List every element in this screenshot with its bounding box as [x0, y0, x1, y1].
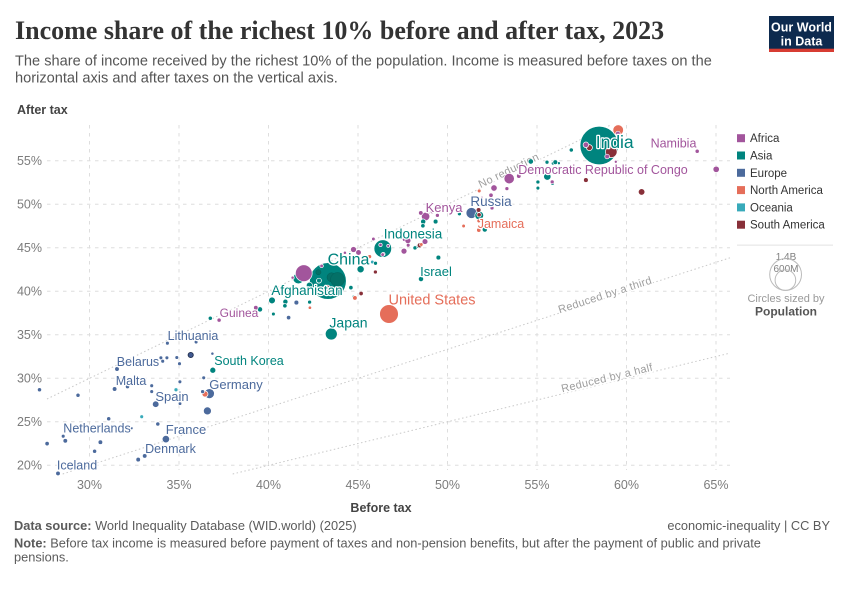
- svg-text:Israel: Israel: [420, 264, 452, 279]
- svg-text:Democratic Republic of Congo: Democratic Republic of Congo: [518, 163, 688, 177]
- svg-text:South America: South America: [750, 220, 825, 232]
- svg-text:horizontal axis and after taxe: horizontal axis and after taxes on the v…: [15, 71, 338, 87]
- svg-text:Russia: Russia: [470, 194, 512, 209]
- svg-text:Malta: Malta: [116, 374, 147, 388]
- svg-text:30%: 30%: [77, 478, 102, 492]
- svg-text:Indonesia: Indonesia: [384, 227, 443, 242]
- svg-text:Netherlands: Netherlands: [63, 422, 130, 436]
- svg-text:Our World: Our World: [771, 21, 832, 35]
- svg-text:Europe: Europe: [750, 168, 787, 180]
- svg-text:economic-inequality | CC BY: economic-inequality | CC BY: [667, 518, 830, 533]
- svg-text:55%: 55%: [17, 154, 42, 168]
- svg-text:Kenya: Kenya: [426, 200, 464, 215]
- svg-text:Japan: Japan: [329, 315, 367, 331]
- svg-text:35%: 35%: [17, 328, 42, 342]
- svg-text:50%: 50%: [435, 478, 460, 492]
- svg-text:Belarus: Belarus: [117, 355, 159, 369]
- svg-text:After tax: After tax: [17, 103, 68, 117]
- svg-text:Note: Before tax income is mea: Note: Before tax income is measured befo…: [14, 536, 761, 551]
- svg-text:25%: 25%: [17, 415, 42, 429]
- svg-text:Income share of the richest 10: Income share of the richest 10% before a…: [15, 16, 664, 45]
- svg-text:Namibia: Namibia: [651, 137, 697, 151]
- svg-text:40%: 40%: [17, 285, 42, 299]
- svg-text:Africa: Africa: [750, 133, 780, 145]
- svg-text:Population: Population: [755, 305, 817, 319]
- svg-text:United States: United States: [388, 293, 475, 309]
- svg-text:Guinea: Guinea: [220, 306, 259, 320]
- svg-text:North America: North America: [750, 185, 823, 197]
- svg-text:in Data: in Data: [781, 35, 824, 49]
- svg-text:Afghanistan: Afghanistan: [271, 283, 342, 298]
- svg-text:France: France: [166, 422, 206, 437]
- svg-text:The share of income received b: The share of income received by the rich…: [15, 54, 712, 70]
- svg-text:45%: 45%: [345, 478, 370, 492]
- svg-text:50%: 50%: [17, 198, 42, 212]
- svg-text:Before tax: Before tax: [350, 501, 411, 515]
- svg-text:30%: 30%: [17, 372, 42, 386]
- svg-text:Jamaica: Jamaica: [478, 217, 525, 231]
- svg-text:45%: 45%: [17, 241, 42, 255]
- svg-text:Lithuania: Lithuania: [168, 329, 219, 343]
- svg-text:Germany: Germany: [209, 377, 263, 392]
- svg-text:1.4B: 1.4B: [776, 252, 797, 263]
- svg-text:65%: 65%: [703, 478, 728, 492]
- svg-text:40%: 40%: [256, 478, 281, 492]
- svg-text:India: India: [596, 132, 634, 152]
- svg-text:20%: 20%: [17, 459, 42, 473]
- svg-text:Asia: Asia: [750, 151, 773, 163]
- svg-text:35%: 35%: [166, 478, 191, 492]
- svg-text:55%: 55%: [524, 478, 549, 492]
- svg-text:pensions.: pensions.: [14, 550, 69, 565]
- svg-text:Oceania: Oceania: [750, 202, 793, 214]
- svg-text:South Korea: South Korea: [214, 354, 284, 368]
- svg-text:60%: 60%: [614, 478, 639, 492]
- svg-text:Denmark: Denmark: [145, 442, 196, 456]
- svg-text:Iceland: Iceland: [57, 459, 97, 473]
- svg-text:China: China: [328, 252, 370, 269]
- svg-text:Spain: Spain: [155, 389, 188, 404]
- svg-text:Circles sized by: Circles sized by: [747, 293, 825, 305]
- svg-text:Data source: World Inequality: Data source: World Inequality Database (…: [14, 518, 357, 533]
